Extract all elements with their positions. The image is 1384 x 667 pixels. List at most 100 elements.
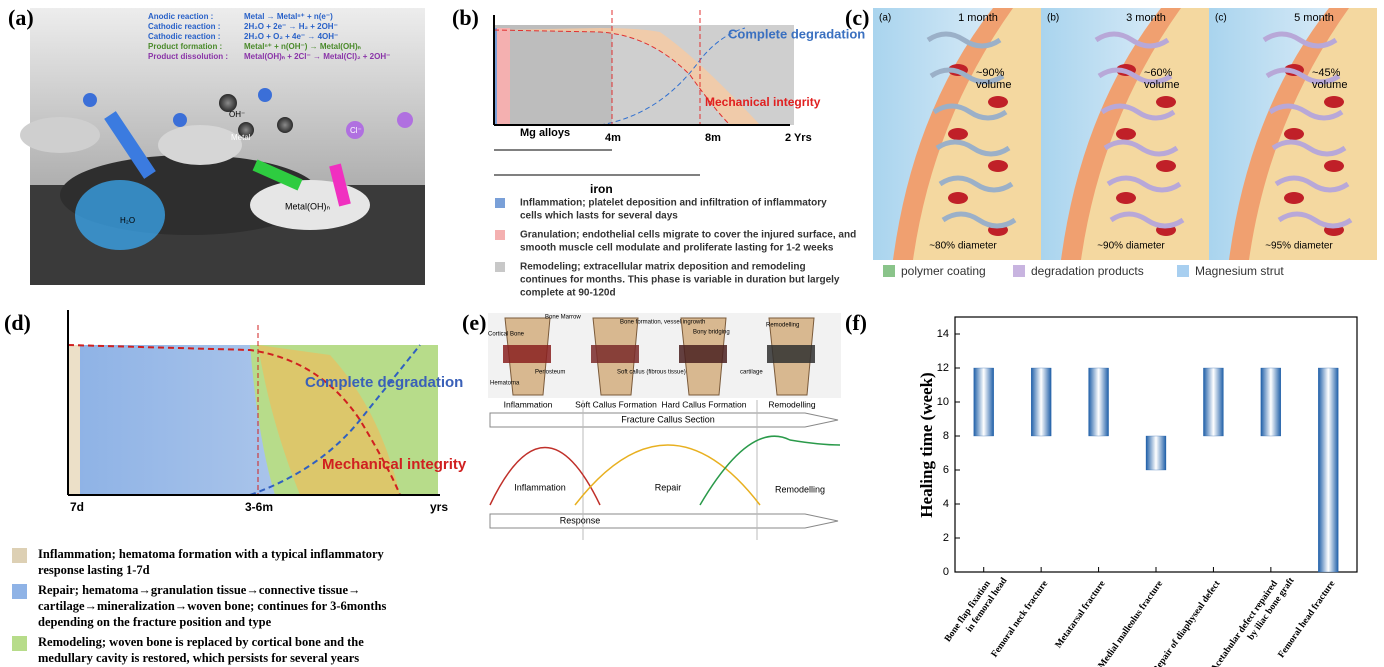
bar bbox=[1318, 368, 1338, 572]
reaction-name: Anodic reaction : bbox=[148, 12, 213, 21]
repair-region bbox=[80, 345, 275, 495]
diameter-label: ~90% diameter bbox=[1097, 241, 1165, 252]
legend-swatch bbox=[495, 230, 505, 240]
image-label: Periosteum bbox=[535, 370, 565, 376]
image-label: Cortical Bone bbox=[488, 332, 525, 338]
granulation-band bbox=[496, 28, 510, 125]
panel-label: (b) bbox=[452, 5, 479, 30]
curve-label: Mechanical integrity bbox=[705, 95, 821, 109]
legend-swatch bbox=[12, 636, 27, 651]
image-label: Bone formation, vessel ingrowth bbox=[620, 320, 705, 326]
x-tick-label-line: Repair of diaphyseal defect bbox=[1151, 579, 1223, 667]
y-tick-label: 4 bbox=[943, 498, 949, 510]
reaction-equation: Metal(OH)ₙ + 2Cl⁻ → Metal(Cl)₂ + 2OH⁻ bbox=[244, 52, 390, 61]
section-label: Fracture Callus Section bbox=[621, 414, 715, 424]
bar bbox=[1089, 368, 1109, 436]
reaction-equation: 2H₂O + 2e⁻ → H₂ + 2OH⁻ bbox=[244, 22, 338, 31]
bar bbox=[1146, 436, 1166, 470]
x-tick-label-line: Metatarsal fracture bbox=[1054, 579, 1108, 650]
x-tick-label-line: Medial malleolus fracture bbox=[1097, 579, 1165, 667]
blood-cell bbox=[1324, 96, 1344, 108]
legend-text: Magnesium strut bbox=[1195, 264, 1284, 278]
inflammation-region bbox=[68, 345, 80, 495]
bar bbox=[1203, 368, 1223, 436]
legend-text: complete at 90-120d bbox=[520, 288, 616, 299]
bar bbox=[1031, 368, 1051, 436]
volume-label: ~45% bbox=[1312, 67, 1341, 79]
stage-label: Soft Callus Formation bbox=[575, 399, 657, 409]
discharge-glow bbox=[75, 180, 165, 250]
callus bbox=[679, 345, 727, 363]
legend-text: response lasting 1-7d bbox=[38, 563, 150, 577]
bar bbox=[1261, 368, 1281, 436]
stage-tag: (b) bbox=[1047, 13, 1059, 24]
image-label: cartilage bbox=[740, 370, 763, 376]
product-blob bbox=[158, 125, 242, 165]
repair-curve bbox=[575, 445, 760, 505]
panel-a: (a) Anodic reaction :Metal → Metalⁿ⁺ + n… bbox=[8, 5, 425, 285]
blood-cell bbox=[1116, 192, 1136, 204]
x-tick-label: Metatarsal fracture bbox=[1054, 579, 1108, 650]
legend-text: Granulation; endothelial cells migrate t… bbox=[520, 230, 856, 241]
volume-label: ~60% bbox=[1144, 67, 1173, 79]
legend-swatch bbox=[883, 265, 895, 277]
blood-cell bbox=[1284, 128, 1304, 140]
legend-text: Remodeling; extracellular matrix deposit… bbox=[520, 262, 806, 273]
legend-text: medullary cavity is restored, which pers… bbox=[38, 651, 359, 665]
blood-cell bbox=[948, 192, 968, 204]
blood-cell bbox=[1116, 128, 1136, 140]
legend-text: cells which lasts for several days bbox=[520, 211, 678, 222]
volume-label: ~90% bbox=[976, 67, 1005, 79]
panel-label: (c) bbox=[845, 5, 869, 30]
species-label: Cl⁻ bbox=[350, 126, 362, 135]
blood-cell bbox=[1156, 96, 1176, 108]
stage-time: 1 month bbox=[958, 12, 998, 24]
stage-label: Hard Callus Formation bbox=[661, 399, 746, 409]
image-label: Hematoma bbox=[490, 381, 520, 387]
panel-c: (c) (a)1 month~90%volume~80% diameter(b)… bbox=[845, 5, 1377, 278]
ion bbox=[397, 112, 413, 128]
axis-label: Mg alloys bbox=[520, 127, 570, 139]
legend-text: Repair; hematoma→granulation tissue→conn… bbox=[38, 583, 361, 597]
legend: Inflammation; hematoma formation with a … bbox=[12, 547, 386, 665]
legend-swatch bbox=[495, 198, 505, 208]
curve-label: Inflammation bbox=[514, 482, 566, 492]
product-blob bbox=[20, 117, 100, 153]
panel-f: (f) Healing time (week) 02468101214Bone … bbox=[845, 310, 1357, 667]
legend-text: continues for months. This phase is vari… bbox=[520, 275, 840, 286]
figure: (a) Anodic reaction :Metal → Metalⁿ⁺ + n… bbox=[0, 0, 1384, 667]
ion bbox=[83, 93, 97, 107]
callus bbox=[591, 345, 639, 363]
panel-label: (f) bbox=[845, 310, 867, 335]
curve-label: Repair bbox=[655, 482, 682, 492]
stage-tag: (a) bbox=[879, 13, 891, 24]
curve-label: Remodelling bbox=[775, 484, 825, 494]
stage-label: Inflammation bbox=[504, 399, 553, 409]
granulation-region bbox=[494, 25, 612, 125]
reaction-equation: 2H₂O + O₂ + 4e⁻ → 4OH⁻ bbox=[244, 32, 338, 41]
callus bbox=[503, 345, 551, 363]
response-arrow bbox=[490, 514, 838, 528]
volume-label: volume bbox=[976, 79, 1011, 91]
reaction-name: Cathodic reaction : bbox=[148, 32, 220, 41]
ion bbox=[258, 88, 272, 102]
blood-cell bbox=[1324, 160, 1344, 172]
tick-label: yrs bbox=[430, 500, 448, 514]
image-label: Bony bridging bbox=[693, 330, 730, 336]
panel-label: (a) bbox=[8, 5, 34, 30]
legend-swatch bbox=[1177, 265, 1189, 277]
reaction-name: Product dissolution : bbox=[148, 52, 228, 61]
legend-swatch bbox=[12, 548, 27, 563]
species-label: Metal(OH)ₙ bbox=[285, 201, 331, 211]
y-tick-label: 12 bbox=[937, 362, 949, 374]
remodelling-curve bbox=[700, 436, 840, 505]
legend: Inflammation; platelet deposition and in… bbox=[495, 198, 856, 299]
x-tick-label: Medial malleolus fracture bbox=[1097, 579, 1165, 667]
y-tick-label: 10 bbox=[937, 396, 949, 408]
x-tick-label: Repair of diaphyseal defect bbox=[1151, 579, 1223, 667]
y-tick-label: 8 bbox=[943, 430, 949, 442]
reaction-name: Product formation : bbox=[148, 42, 222, 51]
legend-text: polymer coating bbox=[901, 264, 986, 278]
